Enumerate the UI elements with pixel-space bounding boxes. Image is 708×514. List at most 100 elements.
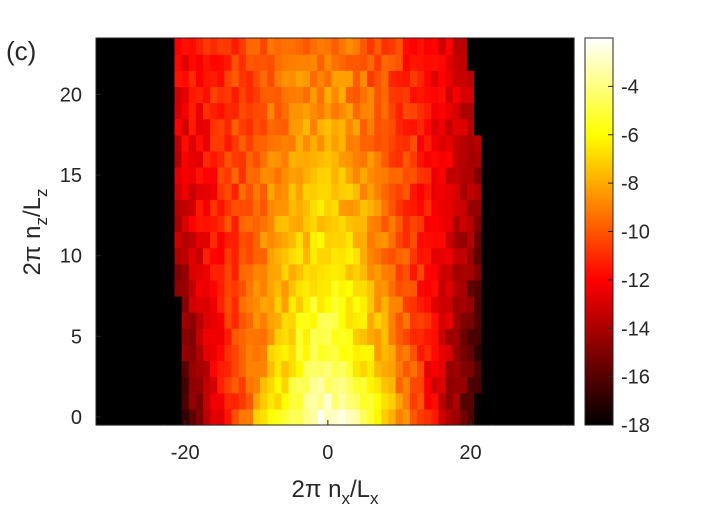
heatmap-cell [167,199,176,216]
heatmap-cell [288,328,297,345]
heatmap-cell [452,360,461,378]
heatmap-cell [395,328,404,345]
heatmap-cell [345,408,354,426]
heatmap-cell [516,263,525,281]
heatmap-cell [188,70,197,87]
heatmap-cell [545,392,554,410]
heatmap-cell [174,344,183,362]
heatmap-cell [188,118,197,136]
heatmap-cell [138,344,147,362]
heatmap-cell [459,247,468,265]
heatmap-cell [295,263,304,281]
heatmap-cell [502,312,511,329]
heatmap-cell [431,150,440,168]
heatmap-cell [174,167,183,184]
heatmap-cell [310,134,318,152]
heatmap-cell [238,86,247,104]
heatmap-cell [431,199,440,216]
heatmap-cell [495,54,504,71]
heatmap-cell [474,86,482,104]
heatmap-cell [374,38,382,55]
heatmap-cell [160,231,168,249]
heatmap-cell [324,118,333,136]
heatmap-cell [388,86,397,104]
heatmap-cell [359,54,368,71]
heatmap-cell [103,38,111,55]
heatmap-cell [409,118,418,136]
heatmap-cell [438,231,447,249]
heatmap-cell [395,408,404,426]
heatmap-cell [488,70,497,87]
heatmap-cell [445,150,454,168]
heatmap-cell [96,134,104,152]
heatmap-cell [452,199,461,216]
heatmap-cell [431,312,440,329]
heatmap-cell [281,54,290,71]
heatmap-cell [295,312,304,329]
heatmap-cell [110,279,119,297]
heatmap-cell [252,312,261,329]
heatmap-cell [459,102,468,120]
heatmap-cell [402,86,411,104]
heatmap-cell [274,392,283,410]
heatmap-cell [210,263,218,281]
heatmap-cell [145,167,154,184]
heatmap-cell [295,231,304,249]
heatmap-cell [445,263,454,281]
heatmap-cell [302,118,311,136]
heatmap-cell [252,231,261,249]
heatmap-cell [174,392,183,410]
heatmap-cell [424,102,432,120]
heatmap-cell [110,328,119,345]
heatmap-cell [338,54,347,71]
heatmap-cell [252,70,261,87]
heatmap-cell [338,102,347,120]
heatmap-cell [502,376,511,394]
heatmap-cell [203,296,211,313]
heatmap-cell [559,279,568,297]
heatmap-cell [466,118,475,136]
heatmap-cell [310,54,318,71]
heatmap-cell [103,312,111,329]
heatmap-cell [124,279,133,297]
heatmap-cell [431,167,440,184]
heatmap-cell [317,86,325,104]
heatmap-cell [566,199,575,216]
heatmap-cell [288,344,297,362]
heatmap-cell [331,247,340,265]
heatmap-cell [238,38,247,55]
heatmap-cell [538,376,547,394]
heatmap-cell [252,328,261,345]
heatmap-cell [381,296,390,313]
heatmap-cell [238,360,247,378]
heatmap-cell [374,344,382,362]
heatmap-cell [331,150,340,168]
heatmap-cell [231,263,240,281]
heatmap-cell [174,215,183,233]
heatmap-cell [374,54,382,71]
heatmap-cell [181,38,190,55]
heatmap-cell [331,392,340,410]
heatmap-cell [231,328,240,345]
heatmap-cell [424,312,432,329]
heatmap-cell [302,392,311,410]
heatmap-cell [288,360,297,378]
heatmap-cell [474,54,482,71]
heatmap-cell [131,102,140,120]
heatmap-cell [417,360,425,378]
heatmap-cell [117,150,126,168]
heatmap-cell [359,86,368,104]
heatmap-cell [310,102,318,120]
heatmap-cell [288,392,297,410]
heatmap-cell [402,102,411,120]
heatmap-cell [459,86,468,104]
heatmap-cell [210,86,218,104]
heatmap-cell [138,134,147,152]
heatmap-cell [324,150,333,168]
heatmap-cell [452,392,461,410]
heatmap-cell [103,86,111,104]
heatmap-cell [274,86,283,104]
colorbar-tick-label: -10 [621,222,650,244]
heatmap-cell [174,199,183,216]
heatmap-cell [317,54,325,71]
